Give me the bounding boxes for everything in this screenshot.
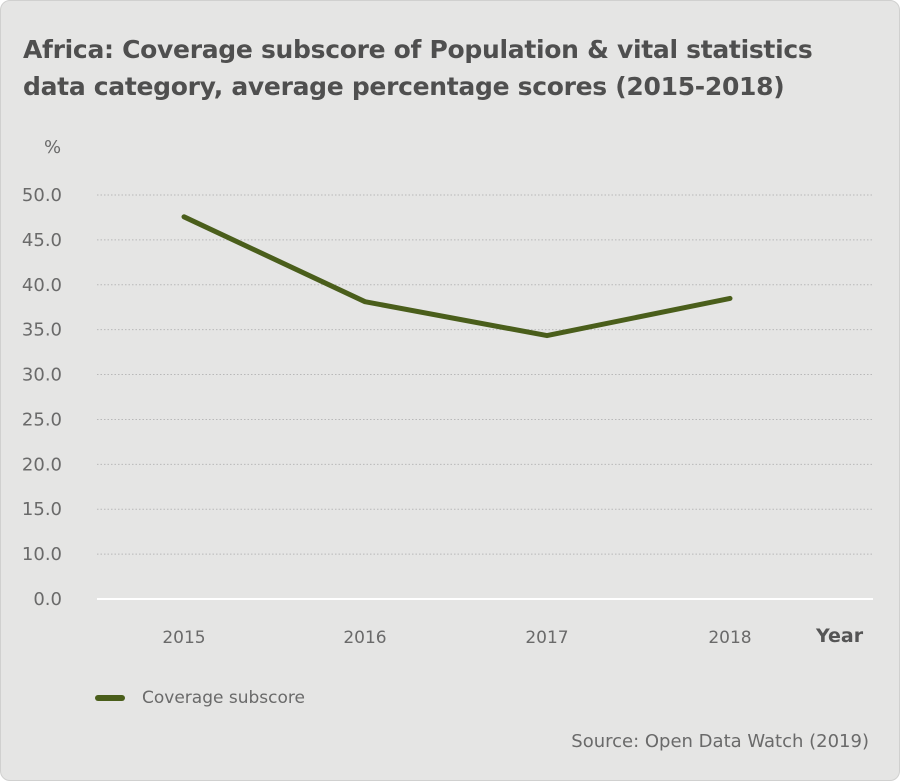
x-tick-label: 2015 [162, 628, 205, 648]
chart-title: Africa: Coverage subscore of Population … [23, 35, 813, 101]
series-line-coverage-subscore [181, 214, 733, 339]
legend: Coverage subscore [95, 688, 305, 708]
y-tick-label: 20.0 [22, 454, 62, 475]
x-tick-label: 2018 [708, 628, 751, 648]
y-tick-labels: 0.0 10.0 15.0 20.0 25.0 30.0 35.0 40.0 45.0 50.0 [22, 185, 62, 610]
y-tick-label: 30.0 [22, 365, 62, 386]
y-tick-label: 10.0 [22, 544, 62, 565]
x-tick-labels: 2015 2016 2017 2018 [162, 628, 751, 648]
x-axis-label: Year [815, 625, 864, 647]
y-tick-label: 0.0 [33, 589, 62, 610]
x-tick-label: 2016 [343, 628, 386, 648]
source-note: Source: Open Data Watch (2019) [571, 731, 869, 752]
x-tick-label: 2017 [525, 628, 568, 648]
y-tick-label: 15.0 [22, 499, 62, 520]
y-tick-label: 35.0 [22, 320, 62, 341]
gridlines [97, 194, 873, 555]
y-tick-label: 50.0 [22, 185, 62, 206]
y-axis-label: % [44, 137, 61, 158]
y-tick-label: 45.0 [22, 230, 62, 251]
y-tick-label: 25.0 [22, 409, 62, 430]
series-group [181, 214, 733, 339]
y-tick-label: 40.0 [22, 275, 62, 296]
legend-label: Coverage subscore [142, 688, 305, 708]
